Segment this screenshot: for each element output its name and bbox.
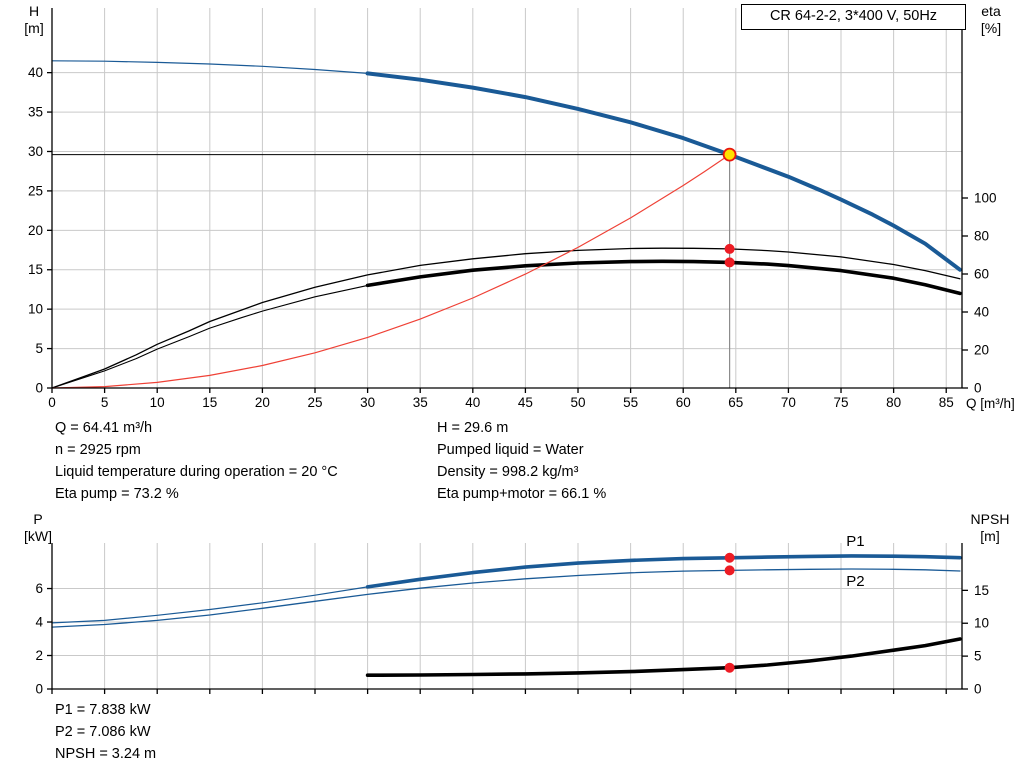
svg-text:0: 0 — [974, 381, 982, 396]
npsh-axis-name: NPSH — [970, 511, 1010, 527]
p-axis-name: P — [33, 511, 43, 527]
svg-text:80: 80 — [886, 395, 901, 410]
svg-text:40: 40 — [465, 395, 480, 410]
svg-text:P2: P2 — [846, 573, 864, 590]
duty-head-text: H = 29.6 m — [437, 420, 509, 436]
eta-pump-motor-text: Eta pump+motor = 66.1 % — [437, 486, 607, 502]
h-axis-title: H [m] — [14, 3, 54, 37]
svg-text:2: 2 — [35, 648, 43, 663]
density-text: Density = 998.2 kg/m³ — [437, 464, 579, 480]
npsh-axis-unit: [m] — [980, 528, 1000, 544]
h-axis-unit: [m] — [24, 20, 44, 36]
q-axis-label: Q [m³/h] — [966, 396, 1015, 411]
svg-text:30: 30 — [28, 144, 43, 159]
svg-text:5: 5 — [101, 395, 109, 410]
svg-text:15: 15 — [28, 262, 43, 277]
svg-text:40: 40 — [974, 305, 989, 320]
eta-axis-name: eta — [981, 3, 1001, 19]
duty-info-right-column: H = 29.6 m Pumped liquid = Water Density… — [437, 417, 606, 505]
svg-text:25: 25 — [307, 395, 322, 410]
pump-model-title: CR 64-2-2, 3*400 V, 50Hz — [741, 4, 966, 30]
svg-text:20: 20 — [974, 343, 989, 358]
eta-pump-text: Eta pump = 73.2 % — [55, 486, 179, 502]
svg-text:85: 85 — [939, 395, 954, 410]
svg-text:60: 60 — [974, 267, 989, 282]
svg-text:35: 35 — [28, 105, 43, 120]
svg-text:30: 30 — [360, 395, 375, 410]
svg-text:80: 80 — [974, 229, 989, 244]
svg-text:0: 0 — [974, 682, 982, 697]
svg-text:10: 10 — [28, 302, 43, 317]
svg-text:5: 5 — [35, 341, 43, 356]
svg-text:0: 0 — [48, 395, 56, 410]
svg-text:75: 75 — [834, 395, 849, 410]
svg-text:65: 65 — [728, 395, 743, 410]
svg-text:6: 6 — [35, 581, 43, 596]
duty-flow-text: Q = 64.41 m³/h — [55, 420, 153, 436]
npsh-value-text: NPSH = 3.24 m — [55, 746, 157, 762]
svg-text:20: 20 — [255, 395, 270, 410]
power-info-block: P1 = 7.838 kW P2 = 7.086 kW NPSH = 3.24 … — [55, 699, 156, 765]
eta-axis-title: eta [%] — [966, 3, 1016, 37]
svg-text:P1: P1 — [846, 533, 864, 550]
svg-text:4: 4 — [35, 615, 43, 630]
pump-speed-text: n = 2925 rpm — [55, 442, 141, 458]
svg-text:10: 10 — [974, 616, 989, 631]
svg-text:60: 60 — [676, 395, 691, 410]
duty-info-left-column: Q = 64.41 m³/h n = 2925 rpm Liquid tempe… — [55, 417, 338, 505]
p-axis-title: P [kW] — [16, 511, 60, 545]
eta-axis-unit: [%] — [980, 20, 1002, 36]
svg-text:0: 0 — [35, 682, 43, 697]
svg-text:45: 45 — [518, 395, 533, 410]
svg-text:15: 15 — [202, 395, 217, 410]
svg-text:50: 50 — [570, 395, 585, 410]
svg-text:0: 0 — [35, 381, 43, 396]
h-axis-name: H — [28, 3, 40, 19]
svg-text:25: 25 — [28, 183, 43, 198]
svg-text:70: 70 — [781, 395, 796, 410]
svg-text:35: 35 — [413, 395, 428, 410]
svg-text:10: 10 — [150, 395, 165, 410]
svg-text:20: 20 — [28, 223, 43, 238]
p2-power-text: P2 = 7.086 kW — [55, 724, 151, 740]
svg-text:55: 55 — [623, 395, 638, 410]
svg-text:100: 100 — [974, 191, 997, 206]
pumped-liquid-text: Pumped liquid = Water — [437, 442, 584, 458]
svg-text:5: 5 — [974, 649, 982, 664]
p1-power-text: P1 = 7.838 kW — [55, 702, 151, 718]
liquid-temperature-text: Liquid temperature during operation = 20… — [55, 464, 338, 480]
svg-text:40: 40 — [28, 65, 43, 80]
npsh-axis-title: NPSH [m] — [960, 511, 1020, 545]
svg-text:15: 15 — [974, 583, 989, 598]
p-axis-unit: [kW] — [24, 528, 52, 544]
